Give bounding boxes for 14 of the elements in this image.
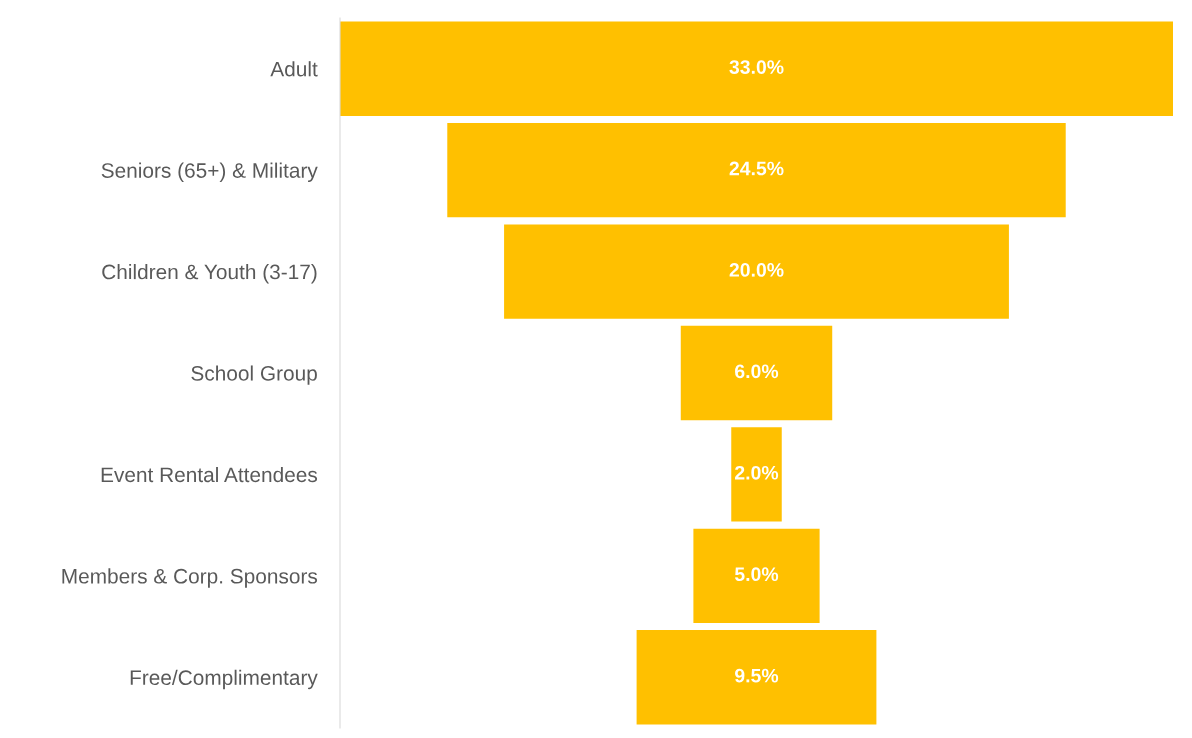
category-label: Seniors (65+) & Military (101, 162, 318, 183)
data-label: 6.0% (735, 364, 779, 379)
data-label: 5.0% (734, 567, 779, 582)
category-label: School Group (191, 365, 317, 385)
data-label: 33.0% (729, 60, 784, 74)
data-label: 24.5% (729, 161, 784, 176)
data-label: 9.5% (735, 668, 779, 683)
category-label: Children & Youth (3-17) (102, 264, 317, 284)
category-label: Adult (270, 61, 318, 77)
category-label: Event Rental Attendees (101, 466, 318, 483)
data-label: 2.0% (735, 465, 779, 480)
category-label: Free/Complimentary (130, 669, 318, 690)
category-label: Members & Corp. Sponsors (62, 568, 318, 588)
data-label: 20.0% (729, 263, 784, 277)
